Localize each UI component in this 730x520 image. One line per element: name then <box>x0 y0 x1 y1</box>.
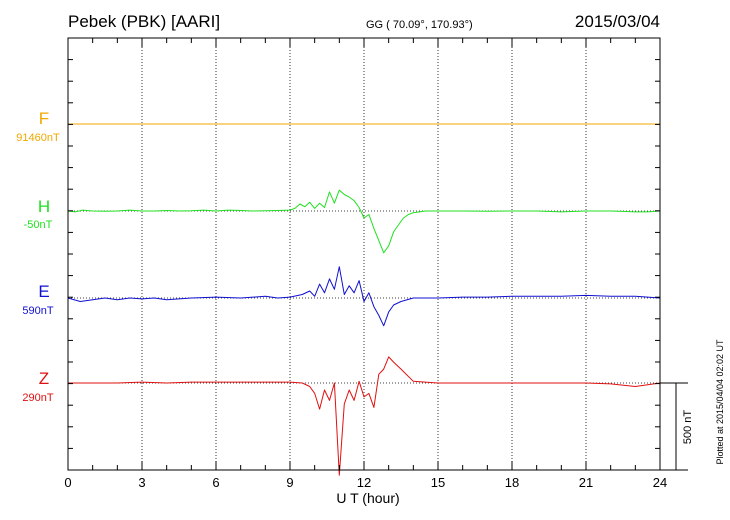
geo-coordinates: GG ( 70.09°, 170.93°) <box>366 19 473 31</box>
x-tick-label: 21 <box>579 475 593 490</box>
baseline-label-z: 290nT <box>22 392 53 404</box>
series-label-h: H <box>38 197 50 216</box>
x-tick-label: 24 <box>653 475 667 490</box>
x-tick-label: 3 <box>138 475 145 490</box>
x-tick-label: 15 <box>431 475 445 490</box>
series-lines <box>67 123 661 476</box>
plotted-timestamp: Plotted at 2015/04/04 02:02 UT <box>715 339 725 465</box>
x-tick-label: 12 <box>357 475 371 490</box>
date-label: 2015/03/04 <box>575 12 660 31</box>
series-label-z: Z <box>39 369 49 388</box>
series-line-z <box>68 356 661 476</box>
x-axis-label: U T (hour) <box>336 490 399 506</box>
series-line-e <box>67 266 661 327</box>
scale-bar-label: 500 nT <box>682 410 694 445</box>
baseline-label-f: 91460nT <box>16 132 60 144</box>
x-tick-label: 9 <box>286 475 293 490</box>
baseline-label-e: 590nT <box>22 305 53 317</box>
series-label-f: F <box>39 109 49 128</box>
x-tick-labels: 0 3 6 9 12 15 18 21 24 <box>64 475 667 490</box>
x-tick-label: 6 <box>212 475 219 490</box>
axis-ticks <box>67 37 661 470</box>
x-tick-label: 18 <box>505 475 519 490</box>
baseline-label-h: -50nT <box>24 219 53 231</box>
series-line-h <box>67 189 661 254</box>
station-title: Pebek (PBK) [AARI] <box>68 12 220 31</box>
scale-bar: 500 nT <box>660 382 694 471</box>
series-label-e: E <box>38 282 49 301</box>
x-tick-label: 0 <box>64 475 71 490</box>
vertical-gridlines <box>141 38 587 470</box>
